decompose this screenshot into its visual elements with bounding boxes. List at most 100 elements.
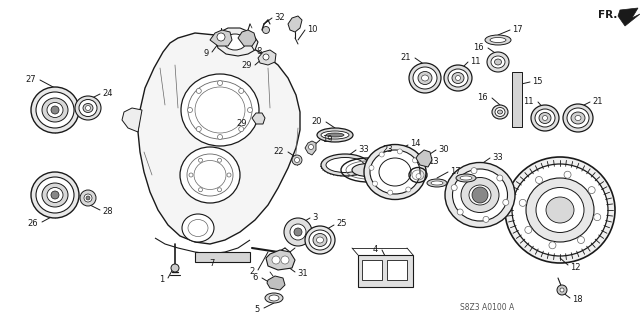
Circle shape <box>308 145 314 150</box>
Ellipse shape <box>456 174 476 182</box>
Bar <box>195 252 250 262</box>
Ellipse shape <box>181 74 259 146</box>
Ellipse shape <box>31 87 79 133</box>
Text: 24: 24 <box>102 88 113 98</box>
Circle shape <box>196 127 202 132</box>
Bar <box>387 260 407 280</box>
Circle shape <box>80 190 96 206</box>
Circle shape <box>397 149 403 154</box>
Polygon shape <box>215 28 258 56</box>
Ellipse shape <box>452 72 464 84</box>
Circle shape <box>248 108 253 113</box>
Text: 31: 31 <box>297 269 308 278</box>
Text: 32: 32 <box>274 12 285 21</box>
Ellipse shape <box>492 105 508 119</box>
Ellipse shape <box>317 128 353 142</box>
Text: 33: 33 <box>358 145 369 153</box>
Ellipse shape <box>265 293 283 303</box>
Ellipse shape <box>409 63 441 93</box>
Ellipse shape <box>182 214 214 242</box>
Ellipse shape <box>567 108 589 128</box>
Text: 18: 18 <box>572 294 582 303</box>
Text: FR.: FR. <box>598 10 618 20</box>
Ellipse shape <box>42 98 68 122</box>
Circle shape <box>483 216 489 222</box>
Text: 8: 8 <box>256 48 261 56</box>
Circle shape <box>519 199 526 206</box>
Circle shape <box>292 155 302 165</box>
Ellipse shape <box>326 133 344 137</box>
Ellipse shape <box>47 188 63 203</box>
Ellipse shape <box>539 113 551 123</box>
Ellipse shape <box>571 112 585 124</box>
Circle shape <box>198 158 202 162</box>
Ellipse shape <box>448 69 468 87</box>
Circle shape <box>272 256 280 264</box>
Circle shape <box>294 158 300 162</box>
Circle shape <box>372 181 378 186</box>
Polygon shape <box>138 33 300 244</box>
Ellipse shape <box>36 177 74 213</box>
Text: 17: 17 <box>450 167 461 175</box>
Ellipse shape <box>452 169 508 221</box>
Ellipse shape <box>75 96 101 120</box>
Circle shape <box>198 188 202 192</box>
Circle shape <box>84 194 92 202</box>
Circle shape <box>218 80 223 85</box>
Circle shape <box>239 127 244 132</box>
Bar <box>362 260 382 280</box>
Ellipse shape <box>418 71 432 85</box>
Ellipse shape <box>364 145 426 199</box>
Ellipse shape <box>36 92 74 128</box>
Circle shape <box>549 242 556 249</box>
Ellipse shape <box>79 100 97 116</box>
Polygon shape <box>267 276 285 290</box>
Ellipse shape <box>490 38 506 42</box>
Ellipse shape <box>495 108 505 116</box>
Ellipse shape <box>51 191 59 199</box>
Text: 11: 11 <box>470 56 481 65</box>
Ellipse shape <box>427 179 447 187</box>
Text: 16: 16 <box>474 42 484 51</box>
Ellipse shape <box>495 59 502 65</box>
Ellipse shape <box>422 75 429 81</box>
Ellipse shape <box>485 35 511 45</box>
Circle shape <box>263 54 269 60</box>
Circle shape <box>388 190 393 195</box>
Ellipse shape <box>469 185 491 205</box>
Text: 25: 25 <box>336 219 346 228</box>
Ellipse shape <box>531 105 559 131</box>
Circle shape <box>557 285 567 295</box>
Circle shape <box>457 209 463 215</box>
Text: 3: 3 <box>312 212 317 221</box>
Polygon shape <box>618 8 640 26</box>
Circle shape <box>594 214 601 221</box>
Ellipse shape <box>491 56 505 68</box>
Circle shape <box>281 256 289 264</box>
Ellipse shape <box>321 154 369 176</box>
Polygon shape <box>238 30 256 46</box>
Text: 7: 7 <box>210 259 215 269</box>
Text: S8Z3 A0100 A: S8Z3 A0100 A <box>460 303 515 313</box>
Ellipse shape <box>413 67 437 89</box>
Ellipse shape <box>563 104 593 132</box>
Ellipse shape <box>526 178 594 242</box>
Circle shape <box>380 152 384 157</box>
Text: 26: 26 <box>28 219 38 227</box>
Text: 19: 19 <box>322 135 333 144</box>
Text: 16: 16 <box>477 93 488 101</box>
Circle shape <box>290 224 306 240</box>
Ellipse shape <box>31 172 79 218</box>
Text: 5: 5 <box>255 305 260 314</box>
Ellipse shape <box>269 295 279 301</box>
Bar <box>512 72 522 127</box>
Ellipse shape <box>51 106 59 114</box>
Text: 21: 21 <box>401 53 411 62</box>
Text: 33: 33 <box>492 152 503 161</box>
Ellipse shape <box>512 164 608 256</box>
Circle shape <box>369 165 374 170</box>
Text: 1: 1 <box>159 275 164 284</box>
Ellipse shape <box>445 162 515 227</box>
Circle shape <box>451 185 457 191</box>
Text: 2: 2 <box>250 268 255 277</box>
